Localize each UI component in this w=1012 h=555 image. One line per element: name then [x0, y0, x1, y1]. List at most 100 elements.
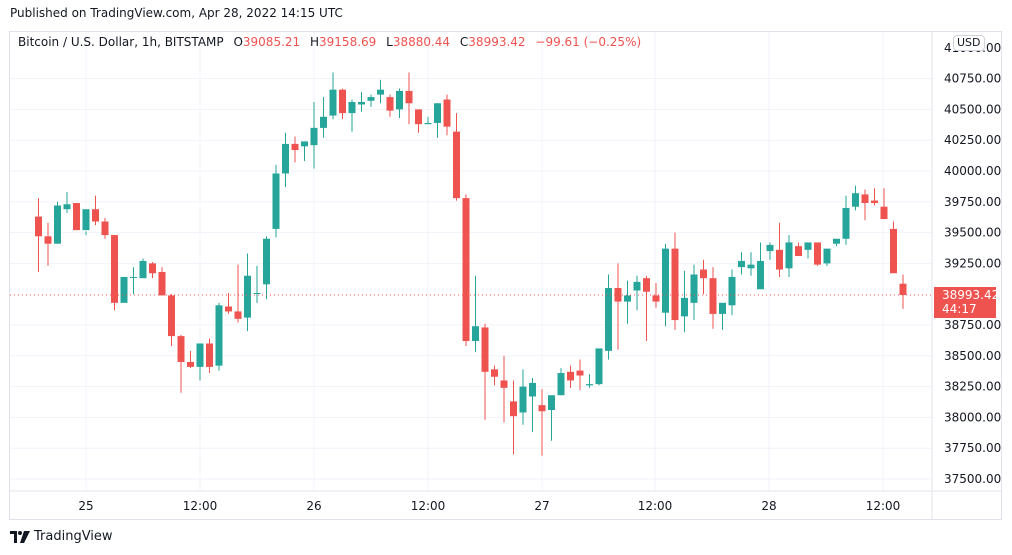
candlesticks: [35, 72, 907, 456]
candle: [358, 102, 365, 105]
candle: [481, 327, 489, 372]
candle: [35, 216, 42, 237]
time-axis: 25 12:00 26 12:00 27 12:00 28 12:00: [9, 31, 1002, 520]
candle: [519, 386, 527, 413]
candle: [453, 131, 460, 199]
candle: [595, 348, 603, 385]
candle: [633, 281, 641, 291]
candle: [215, 305, 223, 366]
symbol-legend: Bitcoin / U.S. Dollar, 1h, BITSTAMP O390…: [18, 35, 641, 49]
footer-brand[interactable]: TradingView: [10, 529, 113, 544]
candle: [861, 194, 869, 204]
time-tick-label: 26: [306, 499, 321, 513]
candle: [149, 263, 156, 274]
candle: [158, 272, 166, 296]
close-label: C: [459, 35, 469, 49]
brand-name: TradingView: [34, 529, 113, 544]
candle: [424, 122, 432, 125]
low-label: L: [386, 35, 393, 49]
candle: [738, 260, 745, 268]
price-tick-label: 39750.00: [944, 195, 1001, 209]
close-value: 38993.42: [468, 35, 526, 49]
published-caption: Published on TradingView.com, Apr 28, 20…: [10, 6, 343, 20]
candle: [605, 288, 612, 351]
candle: [367, 97, 375, 101]
candle: [320, 116, 327, 128]
candle: [434, 103, 441, 123]
candle: [500, 380, 508, 388]
candle: [73, 203, 80, 231]
candle: [44, 236, 52, 244]
candle: [187, 361, 194, 367]
high-label: H: [310, 35, 320, 49]
candle: [329, 89, 337, 116]
candle: [833, 238, 840, 244]
candle: [301, 141, 308, 147]
candle: [823, 248, 831, 264]
candle: [766, 244, 774, 252]
candle: [785, 242, 793, 269]
candle: [168, 295, 175, 337]
candle: [548, 395, 555, 411]
candle: [253, 292, 261, 294]
candle: [795, 246, 802, 257]
candle: [529, 382, 536, 397]
high-value: 39158.69: [319, 35, 377, 49]
last-price-value: 38993.42: [942, 288, 1000, 302]
currency-badge[interactable]: USD: [953, 35, 985, 51]
low-value: 38880.44: [392, 35, 451, 49]
candle: [443, 99, 451, 127]
candle: [177, 336, 185, 362]
candle: [82, 209, 90, 231]
candle: [196, 343, 204, 367]
candle: [272, 173, 280, 229]
time-tick-label: 25: [78, 499, 93, 513]
price-tick-label: 38250.00: [944, 380, 1001, 394]
price-tick-label: 40500.00: [944, 102, 1001, 116]
candle: [557, 373, 565, 396]
tradingview-logo-icon: [10, 530, 30, 543]
price-tick-label: 38000.00: [944, 410, 1001, 424]
candle: [54, 205, 61, 244]
candle: [681, 297, 688, 317]
candle: [63, 204, 71, 210]
candle: [92, 209, 99, 222]
candle: [842, 207, 850, 239]
candle: [624, 295, 631, 302]
candle: [396, 90, 403, 110]
candle: [719, 302, 726, 314]
symbol-title[interactable]: Bitcoin / U.S. Dollar, 1h, BITSTAMP: [18, 35, 224, 49]
price-tick-label: 40000.00: [944, 164, 1001, 178]
candle: [899, 283, 907, 296]
candle: [690, 274, 698, 303]
candle: [139, 260, 147, 279]
candle: [757, 260, 764, 290]
chart-frame[interactable]: [9, 31, 1002, 520]
candle: [871, 200, 878, 204]
candle: [415, 109, 422, 125]
candle: [510, 401, 517, 417]
price-tick-label: 38750.00: [944, 318, 1001, 332]
candle: [130, 276, 137, 278]
candle: [586, 384, 593, 386]
candle: [348, 102, 356, 114]
candle: [567, 371, 574, 381]
time-tick-label: 12:00: [638, 499, 673, 513]
candle: [776, 249, 783, 270]
candle: [709, 278, 717, 314]
candle: [225, 306, 232, 312]
candle: [747, 264, 755, 269]
price-tick-label: 40250.00: [944, 133, 1001, 147]
candle: [880, 206, 888, 220]
candle: [643, 278, 650, 292]
candle: [890, 228, 897, 274]
price-tick-label: 39250.00: [944, 256, 1001, 270]
candle: [852, 193, 859, 207]
candle: [377, 89, 384, 95]
candle: [263, 238, 270, 285]
candle: [291, 143, 299, 151]
candle: [111, 235, 118, 303]
candle: [282, 143, 289, 174]
candle: [662, 248, 669, 313]
